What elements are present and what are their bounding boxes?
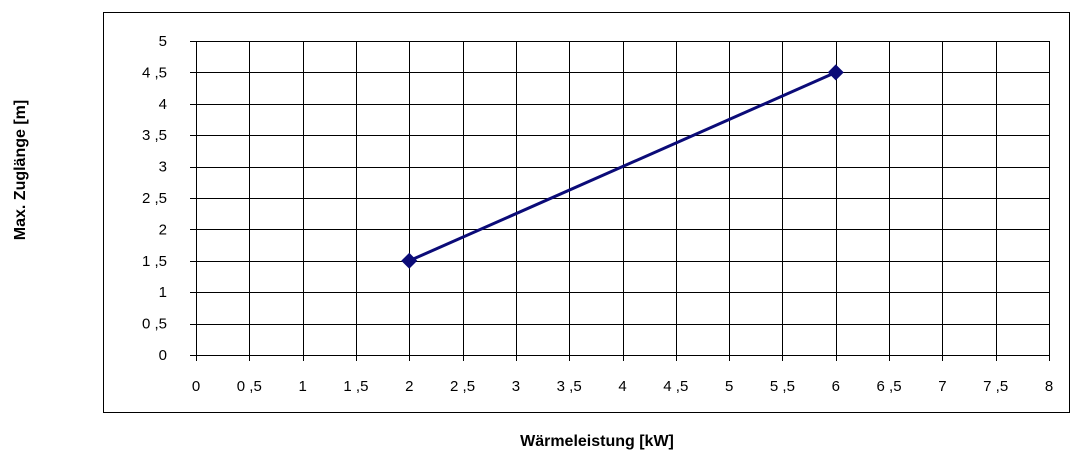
x-tick-label: 7 ,5 xyxy=(983,378,1008,395)
y-axis-title: Max. Zuglänge [m] xyxy=(12,100,29,240)
x-tick-label: 4 xyxy=(618,378,626,395)
x-tick-label: 1 xyxy=(298,378,306,395)
x-tick-label: 3 ,5 xyxy=(557,378,582,395)
series-line xyxy=(408,71,837,263)
grid xyxy=(196,41,1050,355)
x-tick-label: 2 ,5 xyxy=(450,378,475,395)
data-point-marker xyxy=(401,252,418,269)
x-tick-label: 1 ,5 xyxy=(343,378,368,395)
y-tick-label: 1 ,5 xyxy=(142,253,167,270)
x-tick-label: 5 ,5 xyxy=(770,378,795,395)
axes xyxy=(190,41,1050,361)
chart-frame xyxy=(103,12,1070,413)
x-tick-label: 3 xyxy=(512,378,520,395)
y-tick-label: 3 xyxy=(159,159,167,176)
x-tick-label: 2 xyxy=(405,378,413,395)
y-tick-label: 1 xyxy=(159,284,167,301)
series-group xyxy=(401,64,844,269)
y-tick-label: 0 xyxy=(159,347,167,364)
x-tick-label: 6 xyxy=(832,378,840,395)
x-tick-label: 7 xyxy=(938,378,946,395)
y-tick-label: 2 xyxy=(159,221,167,238)
y-tick-label: 0 ,5 xyxy=(142,316,167,333)
y-tick-label: 4 xyxy=(159,96,167,113)
y-tick-labels: 0 0 ,5 1 1 ,5 2 2 ,5 3 3 ,5 4 4 ,5 5 xyxy=(142,33,167,364)
x-tick-label: 6 ,5 xyxy=(877,378,902,395)
y-tick-label: 2 ,5 xyxy=(142,190,167,207)
x-axis-title: Wärmeleistung [kW] xyxy=(520,433,674,450)
data-point-marker xyxy=(827,64,844,81)
x-tick-label: 0 xyxy=(192,378,200,395)
y-tick-label: 3 ,5 xyxy=(142,127,167,144)
x-tick-label: 8 xyxy=(1045,378,1053,395)
x-tick-label: 5 xyxy=(725,378,733,395)
y-tick-label: 5 xyxy=(159,33,167,50)
x-tick-label: 4 ,5 xyxy=(663,378,688,395)
y-tick-label: 4 ,5 xyxy=(142,64,167,81)
x-tick-labels: 0 0 ,5 1 1 ,5 2 2 ,5 3 3 ,5 4 4 ,5 5 5 ,5 6 6 ,5 7 7 ,5… xyxy=(192,378,1053,395)
x-tick-label: 0 ,5 xyxy=(237,378,262,395)
